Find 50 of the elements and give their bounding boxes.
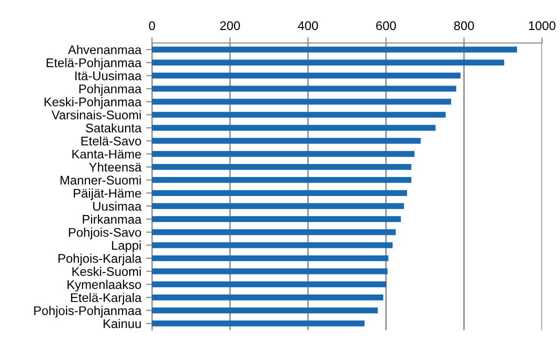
bar: [152, 150, 414, 157]
y-tick-label: Keski-Suomi: [72, 266, 141, 276]
x-tick-label: 600: [376, 21, 396, 30]
y-tick-label: Etelä-Savo: [81, 136, 142, 146]
y-tick-label: Keski-Pohjanmaa: [44, 97, 142, 109]
y-tick-label: Itä-Uusimaa: [75, 71, 142, 80]
bar: [152, 98, 452, 105]
y-tick-label: Uusimaa: [93, 202, 142, 211]
y-tick-label: Yhteensä: [89, 162, 142, 172]
bar: [152, 242, 393, 248]
bar: [152, 216, 401, 222]
y-tick-label: Satakunta: [86, 123, 142, 132]
x-tick-label: 0: [149, 21, 155, 30]
x-tick-label: 400: [298, 21, 318, 30]
y-tick-label: Pirkanmaa: [82, 214, 142, 224]
bar: [152, 268, 388, 274]
y-tick-label: Manner-Suomi: [60, 175, 141, 185]
y-tick-label: Pohjois-Karjala: [58, 254, 142, 266]
bar: [152, 60, 504, 66]
y-tick-label: Pohjois-Pohjanmaa: [34, 306, 142, 318]
y-tick-label: Varsinais-Suomi: [52, 110, 141, 120]
bar: [152, 320, 365, 326]
bar: [152, 124, 436, 131]
bar: [152, 112, 446, 118]
y-tick-label: Pohjanmaa: [79, 84, 142, 96]
bar: [152, 46, 518, 52]
y-tick-label: Kainuu: [104, 318, 141, 328]
bar: [152, 255, 388, 262]
y-tick-label: Kymenlaakso: [68, 280, 142, 292]
bar: [152, 164, 412, 170]
bar: [152, 281, 386, 288]
x-tick-label: 800: [454, 21, 474, 30]
x-tick-label: 1000: [529, 21, 556, 30]
x-tick-label: 200: [220, 21, 240, 30]
bar: [152, 294, 384, 300]
y-tick-label: Etelä-Pohjanmaa: [46, 58, 142, 70]
bar: [152, 177, 412, 183]
y-tick-label: Päijät-Häme: [74, 188, 142, 200]
bar: [152, 307, 378, 314]
bar: [152, 229, 396, 236]
y-tick-label: Kanta-Häme: [72, 150, 142, 159]
bar: [152, 72, 460, 79]
y-tick-label: Etelä-Karjala: [71, 292, 142, 305]
y-tick-label: Ahvenanmaa: [68, 44, 142, 54]
bar: [152, 138, 421, 144]
bar: [152, 86, 456, 92]
bar: [152, 203, 404, 210]
bar: [152, 190, 408, 196]
y-tick-label: Lappi: [112, 240, 141, 252]
y-tick-label: Pohjois-Savo: [68, 228, 142, 240]
